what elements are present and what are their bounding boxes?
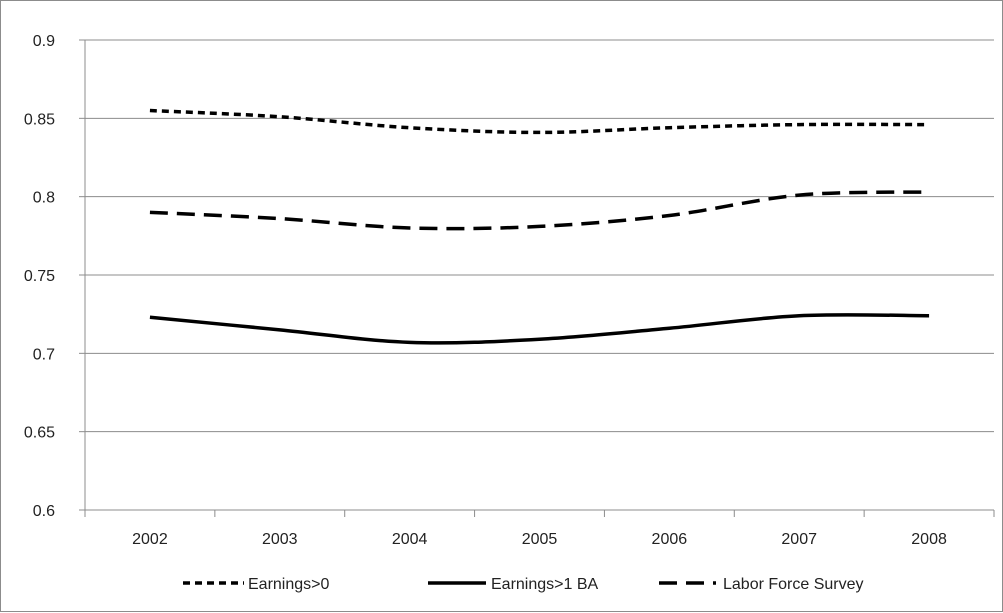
series-line-earnings-0: [150, 111, 929, 133]
y-tick-labels: 0.6 0.65 0.7 0.75 0.8 0.85 0.9: [24, 33, 55, 520]
y-tick-label: 0.75: [24, 268, 55, 285]
axes: [79, 40, 994, 517]
x-tick-label: 2004: [392, 531, 428, 548]
legend-label: Labor Force Survey: [723, 576, 864, 593]
x-tick-label: 2007: [781, 531, 817, 548]
x-tick-label: 2005: [522, 531, 558, 548]
gridlines: [85, 40, 994, 432]
y-tick-label: 0.8: [33, 190, 55, 207]
x-tick-labels: 2002 2003 2004 2005 2006 2007 2008: [132, 531, 947, 548]
series-line-earnings-1-ba: [150, 315, 929, 343]
y-tick-label: 0.9: [33, 33, 55, 50]
series-lines: [150, 110, 929, 342]
y-tick-label: 0.7: [33, 346, 55, 363]
y-tick-label: 0.85: [24, 111, 55, 128]
y-tick-label: 0.6: [33, 503, 55, 520]
y-tick-label: 0.65: [24, 425, 55, 442]
legend: Earnings>0 Earnings>1 BA Labor Force Surve…: [183, 576, 864, 593]
x-tick-label: 2003: [262, 531, 298, 548]
legend-label: Earnings>1 BA: [491, 576, 599, 593]
series-line-labor-force-survey: [150, 192, 929, 229]
x-tick-label: 2008: [911, 531, 947, 548]
x-tick-label: 2006: [652, 531, 688, 548]
x-tick-label: 2002: [132, 531, 168, 548]
legend-label: Earnings>0: [248, 576, 329, 593]
